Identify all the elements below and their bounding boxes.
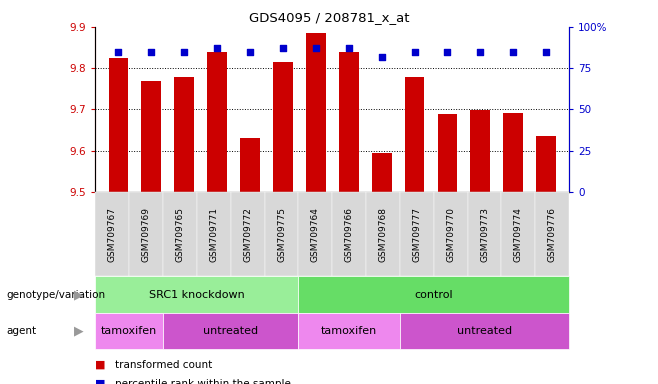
Text: GSM709775: GSM709775 — [277, 207, 286, 262]
Text: transformed count: transformed count — [115, 360, 213, 370]
Point — [541, 49, 551, 55]
Bar — [141, 81, 161, 192]
Bar — [109, 58, 128, 192]
Text: GDS4095 / 208781_x_at: GDS4095 / 208781_x_at — [249, 12, 409, 25]
Text: GSM709774: GSM709774 — [514, 207, 523, 262]
Text: GSM709764: GSM709764 — [311, 207, 320, 262]
Point — [278, 45, 288, 51]
Text: agent: agent — [7, 326, 37, 336]
Bar — [470, 110, 490, 192]
Point — [376, 53, 387, 60]
Text: untreated: untreated — [203, 326, 259, 336]
Text: ■: ■ — [95, 379, 109, 384]
Point — [113, 49, 124, 55]
Point — [475, 49, 486, 55]
Bar — [372, 153, 392, 192]
Bar — [503, 113, 523, 192]
Text: GSM709771: GSM709771 — [209, 207, 218, 262]
Text: untreated: untreated — [457, 326, 512, 336]
Point — [146, 49, 157, 55]
Text: GSM709776: GSM709776 — [547, 207, 557, 262]
Bar — [306, 33, 326, 192]
Point — [212, 45, 222, 51]
Text: ■: ■ — [95, 360, 109, 370]
Text: GSM709769: GSM709769 — [141, 207, 151, 262]
Text: ▶: ▶ — [74, 288, 84, 301]
Point — [245, 49, 255, 55]
Text: control: control — [415, 290, 453, 300]
Text: SRC1 knockdown: SRC1 knockdown — [149, 290, 245, 300]
Text: GSM709777: GSM709777 — [413, 207, 421, 262]
Point — [508, 49, 519, 55]
Point — [179, 49, 190, 55]
Point — [343, 45, 354, 51]
Text: GSM709768: GSM709768 — [378, 207, 388, 262]
Bar — [438, 114, 457, 192]
Point — [409, 49, 420, 55]
Text: tamoxifen: tamoxifen — [101, 326, 157, 336]
Text: GSM709772: GSM709772 — [243, 207, 252, 262]
Text: GSM709766: GSM709766 — [345, 207, 354, 262]
Bar — [405, 77, 424, 192]
Bar — [536, 136, 556, 192]
Text: GSM709770: GSM709770 — [446, 207, 455, 262]
Point — [442, 49, 453, 55]
Text: GSM709773: GSM709773 — [480, 207, 489, 262]
Bar — [174, 77, 194, 192]
Point — [311, 45, 321, 51]
Text: genotype/variation: genotype/variation — [7, 290, 106, 300]
Bar — [339, 52, 359, 192]
Text: GSM709765: GSM709765 — [176, 207, 184, 262]
Bar — [273, 62, 293, 192]
Text: tamoxifen: tamoxifen — [321, 326, 377, 336]
Text: GSM709767: GSM709767 — [108, 207, 117, 262]
Text: percentile rank within the sample: percentile rank within the sample — [115, 379, 291, 384]
Bar — [240, 138, 260, 192]
Bar — [207, 52, 227, 192]
Text: ▶: ▶ — [74, 325, 84, 338]
